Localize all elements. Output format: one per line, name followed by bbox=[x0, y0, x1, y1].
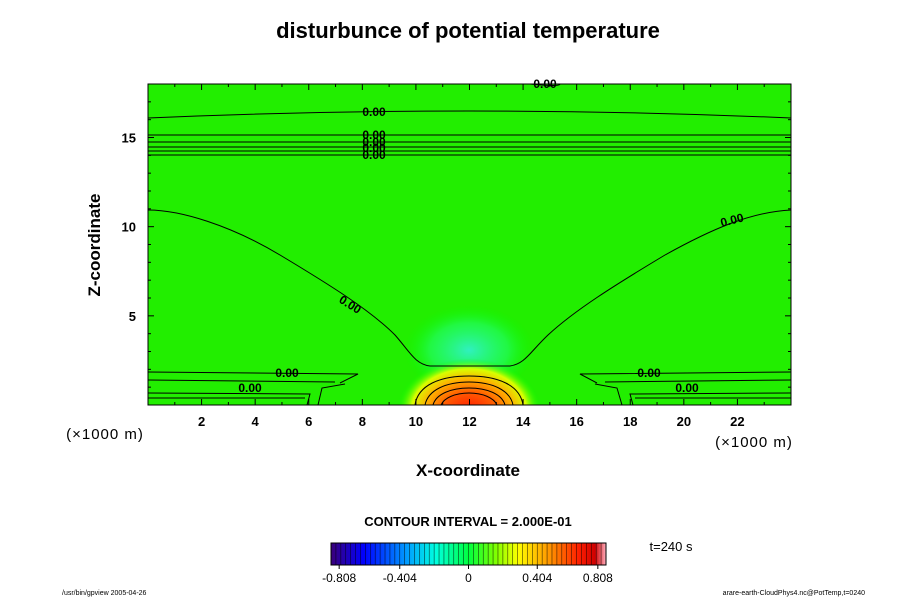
contour-label: 0.00 bbox=[362, 141, 386, 155]
x-tick-label: 8 bbox=[359, 414, 366, 429]
contour-label: 0.00 bbox=[238, 381, 262, 395]
footer-right: arare-earth-CloudPhys4.nc@PotTemp,t=0240 bbox=[723, 590, 865, 597]
x-axis: 2 4 6 8 10 12 14 16 18 20 22 bbox=[174, 84, 765, 429]
contour-line bbox=[317, 383, 346, 405]
y-tick-label: 15 bbox=[122, 131, 136, 146]
x-tick-label: 20 bbox=[677, 414, 691, 429]
y-tick-label: 5 bbox=[129, 309, 136, 324]
contour-line bbox=[604, 379, 791, 383]
contour-line bbox=[148, 110, 791, 119]
x-axis-title: X-coordinate bbox=[416, 461, 520, 480]
contour-label: 0.00 bbox=[362, 148, 386, 162]
x-tick-label: 16 bbox=[569, 414, 583, 429]
contour-line bbox=[148, 371, 359, 384]
x-tick-label: 14 bbox=[516, 414, 531, 429]
x-tick-label: 10 bbox=[409, 414, 423, 429]
x-tick-label: 22 bbox=[730, 414, 744, 429]
footer-left: /usr/bin/gpview 2005-04-26 bbox=[62, 590, 147, 597]
y-axis-title: Z-coordinate bbox=[85, 194, 104, 297]
contour-label: 0.00 bbox=[675, 381, 699, 395]
colorbar-tick-label: -0.404 bbox=[383, 571, 417, 585]
contour-label: 0.00 bbox=[362, 128, 386, 142]
x-tick-label: 12 bbox=[462, 414, 476, 429]
time-label: t=240 s bbox=[649, 539, 693, 554]
contour-label: 0.00 bbox=[362, 135, 386, 149]
colorbar-ticks: -0.808 -0.404 0 0.404 0.808 bbox=[322, 565, 613, 585]
colorbar-tick-label: 0.808 bbox=[583, 571, 613, 585]
contour-line bbox=[440, 392, 498, 405]
contour-label: 0.00 bbox=[719, 210, 745, 229]
colorbar-tick-label: -0.808 bbox=[322, 571, 356, 585]
y-tick-label: 10 bbox=[122, 220, 136, 235]
contour-label: 0.00 bbox=[362, 105, 386, 119]
contour-label: 0.00 bbox=[637, 366, 661, 380]
x-tick-label: 18 bbox=[623, 414, 637, 429]
contour-lines bbox=[148, 84, 791, 405]
x-axis-unit: (×1000 m) bbox=[715, 434, 793, 451]
colorbar: -0.808 -0.404 0 0.404 0.808 bbox=[322, 542, 613, 585]
chart-title: disturbunce of potential temperature bbox=[276, 18, 660, 43]
contour-line bbox=[594, 383, 623, 405]
x-tick-label: 6 bbox=[305, 414, 312, 429]
anomaly-shading bbox=[397, 305, 541, 405]
plot-area: 0.00 0.00 0.00 0.00 0.00 0.00 0.00 0.00 … bbox=[122, 77, 792, 429]
contour-label: 0.00 bbox=[275, 366, 299, 380]
colorbar-stripes bbox=[335, 543, 602, 565]
x-tick-label: 4 bbox=[252, 414, 260, 429]
y-axis-unit: (×1000 m) bbox=[66, 426, 144, 443]
contour-interval-label: CONTOUR INTERVAL = 2.000E-01 bbox=[364, 514, 571, 529]
contour-line bbox=[424, 381, 514, 405]
y-axis: 5 10 15 bbox=[122, 101, 791, 388]
contour-line bbox=[414, 375, 524, 405]
contour-line bbox=[579, 371, 791, 384]
x-tick-label: 2 bbox=[198, 414, 205, 429]
contour-line bbox=[148, 392, 311, 405]
colorbar-tick-label: 0 bbox=[465, 571, 472, 585]
contour-line bbox=[148, 209, 791, 367]
contour-line bbox=[148, 379, 336, 383]
contour-line bbox=[432, 387, 506, 405]
colorbar-tick-label: 0.404 bbox=[522, 571, 552, 585]
contour-line bbox=[629, 392, 791, 405]
